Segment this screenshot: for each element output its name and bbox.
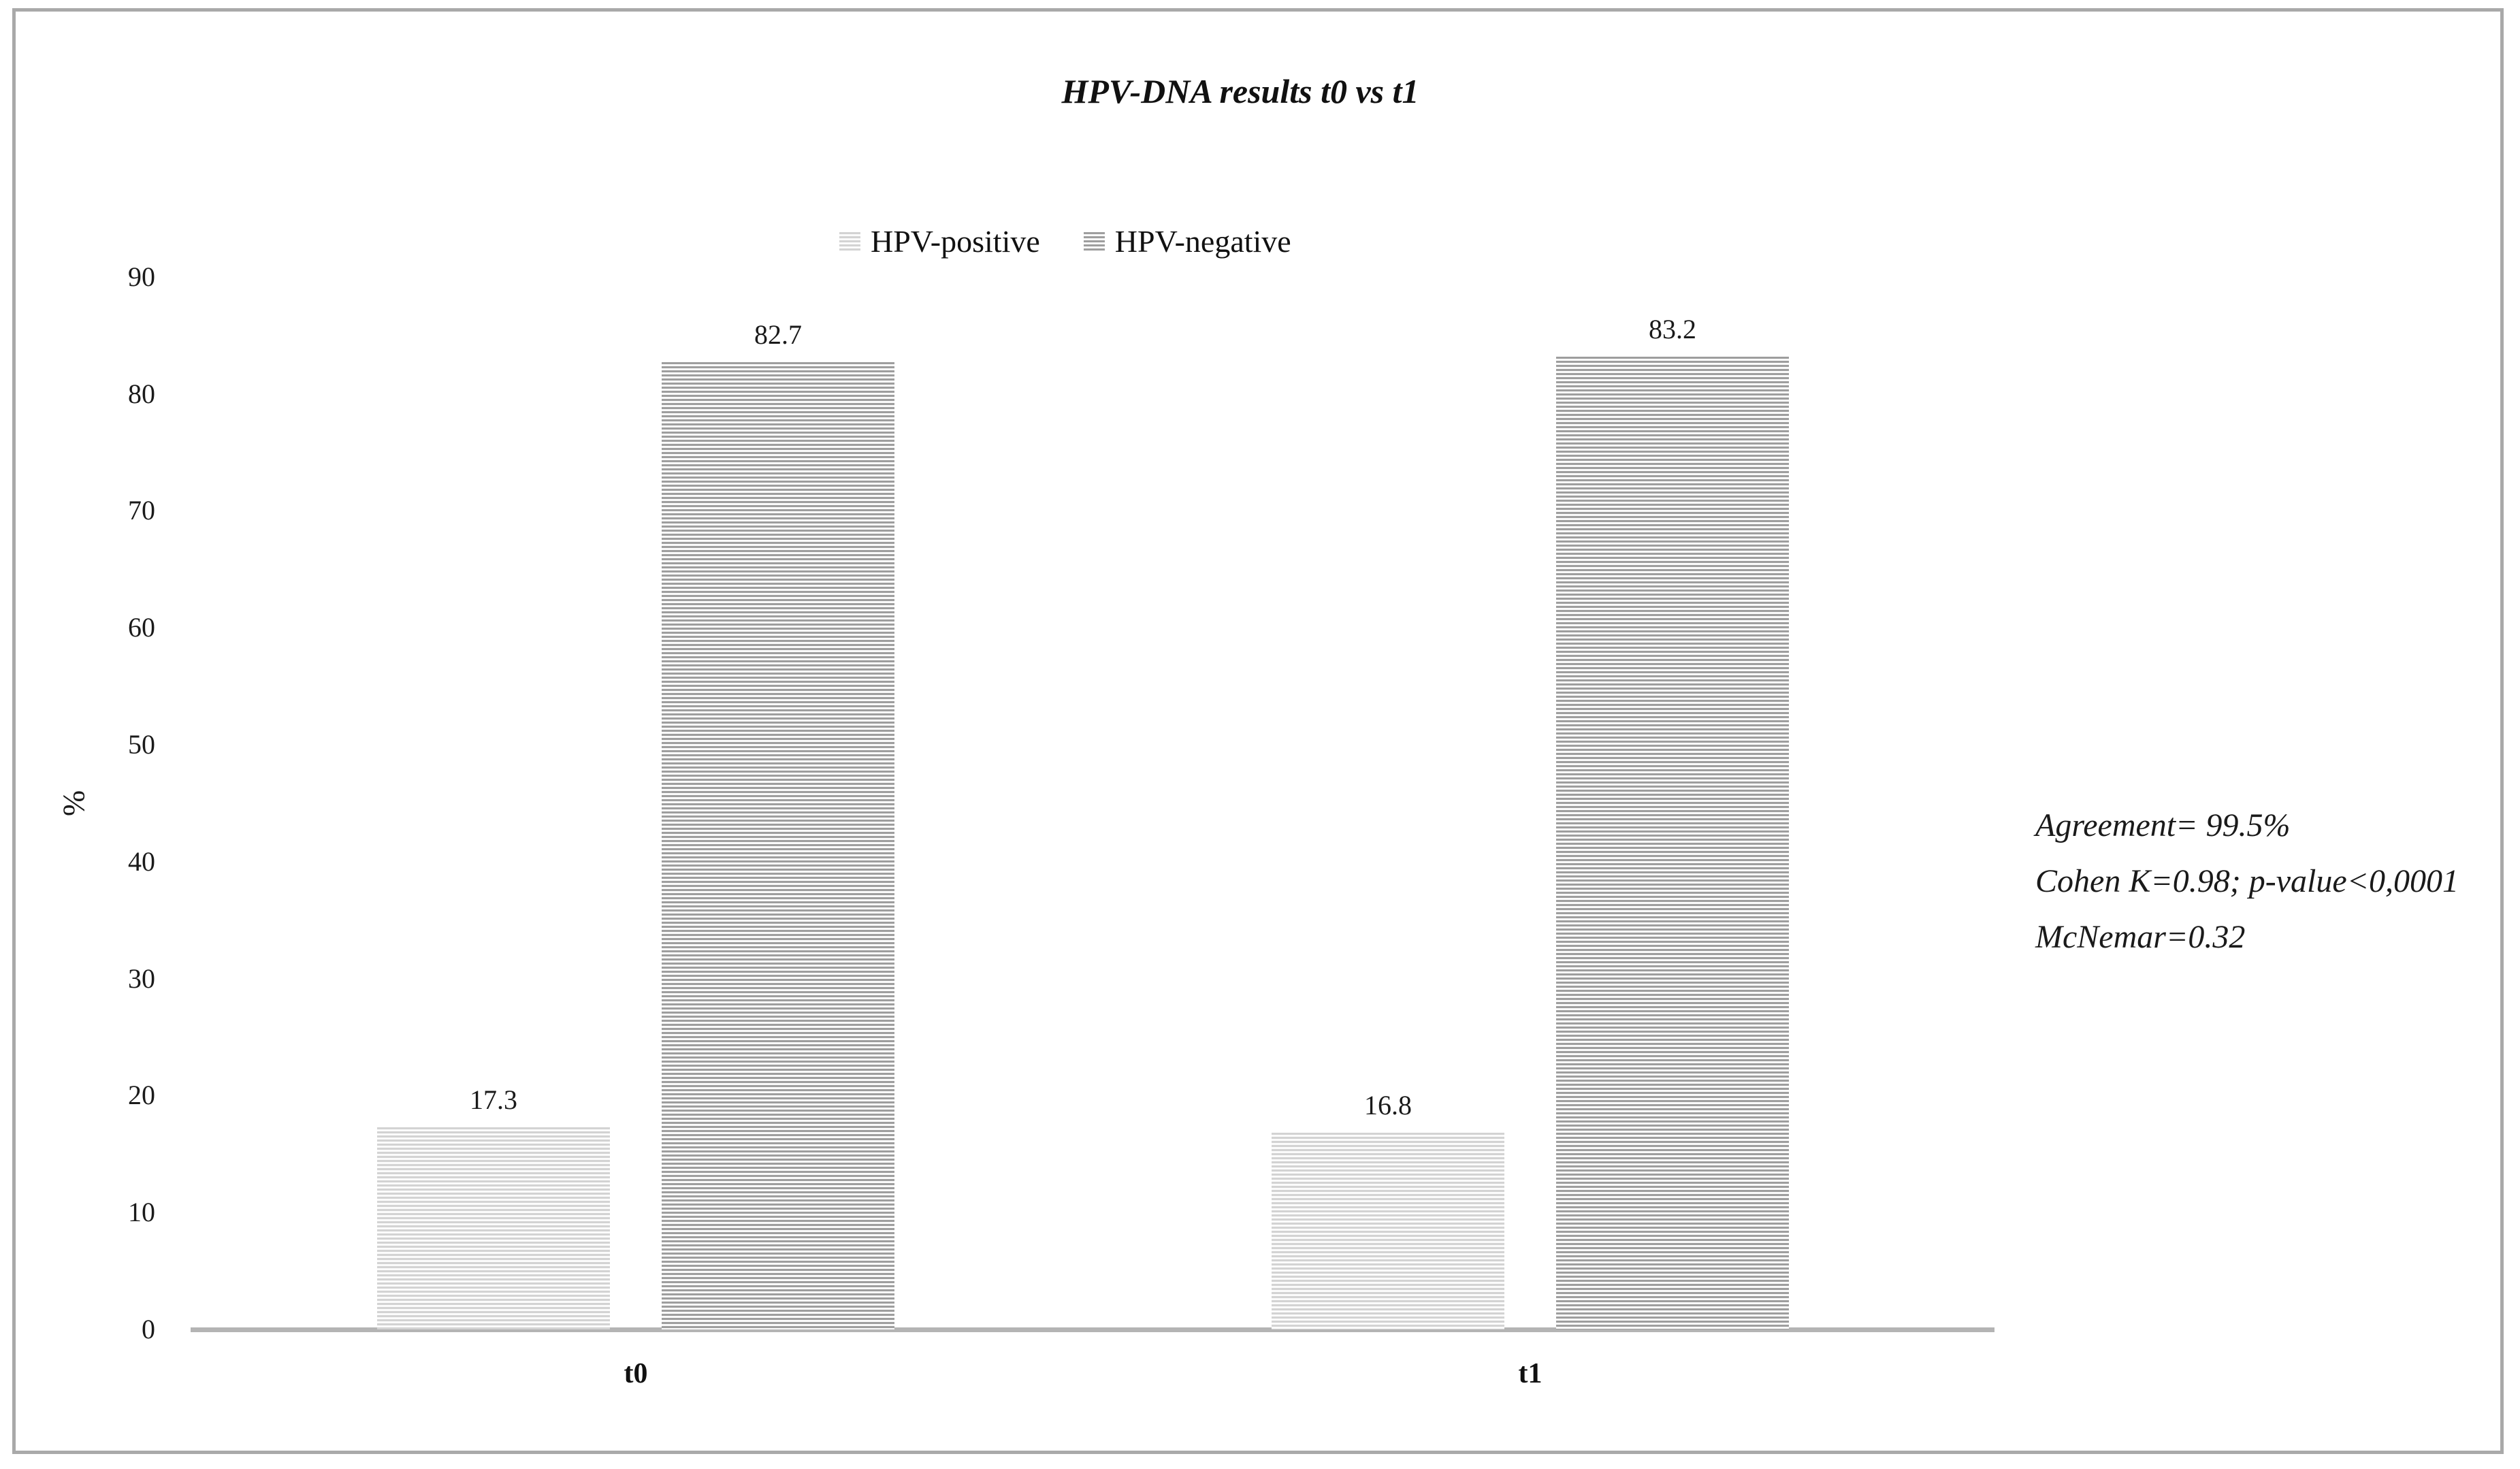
bar-hpv-positive-t0 [377, 1127, 610, 1329]
x-tick-label-t1: t1 [1518, 1358, 1542, 1389]
legend-swatch-hpv-positive [839, 231, 860, 251]
stats-annotation: Agreement= 99.5% Cohen K=0.98; p-value<0… [2035, 798, 2459, 965]
y-tick-label-90: 90 [128, 261, 155, 292]
y-tick-label-10: 10 [128, 1197, 155, 1228]
y-tick-label-80: 80 [128, 378, 155, 409]
y-tick-label-0: 0 [142, 1314, 155, 1344]
y-tick-label-50: 50 [128, 729, 155, 760]
bar-hpv-negative-t1 [1556, 357, 1789, 1329]
y-tick-label-40: 40 [128, 845, 155, 877]
annotation-line-cohen-k: Cohen K=0.98; p-value<0,0001 [2035, 863, 2459, 899]
bar-value-label-hpv-negative-t1: 83.2 [1649, 314, 1696, 344]
legend-swatch-hpv-negative [1083, 231, 1105, 251]
legend-label-hpv-negative: HPV-negative [1114, 224, 1291, 259]
legend-entry-hpv-positive: HPV-positive [839, 223, 1040, 259]
annotation-line-agreement: Agreement= 99.5% [2035, 807, 2291, 843]
bar-value-label-hpv-positive-t1: 16.8 [1364, 1090, 1412, 1120]
y-tick-label-30: 30 [128, 963, 155, 994]
bar-value-label-hpv-positive-t0: 17.3 [470, 1084, 517, 1115]
legend-entry-hpv-negative: HPV-negative [1083, 223, 1291, 259]
bar-value-label-hpv-negative-t0: 82.7 [754, 319, 802, 350]
x-tick-label-t0: t0 [624, 1358, 648, 1389]
chart-title: HPV-DNA results t0 vs t1 [1061, 72, 1419, 110]
legend: HPV-positive HPV-negative [839, 223, 1291, 259]
y-tick-label-70: 70 [128, 495, 155, 526]
x-axis-line [191, 1327, 1994, 1332]
bar-hpv-negative-t0 [662, 362, 894, 1329]
legend-label-hpv-positive: HPV-positive [871, 224, 1040, 259]
annotation-line-mcnemar: McNemar=0.32 [2035, 919, 2246, 955]
y-tick-label-20: 20 [128, 1080, 155, 1111]
bar-hpv-positive-t1 [1272, 1133, 1504, 1329]
y-tick-label-60: 60 [128, 612, 155, 643]
